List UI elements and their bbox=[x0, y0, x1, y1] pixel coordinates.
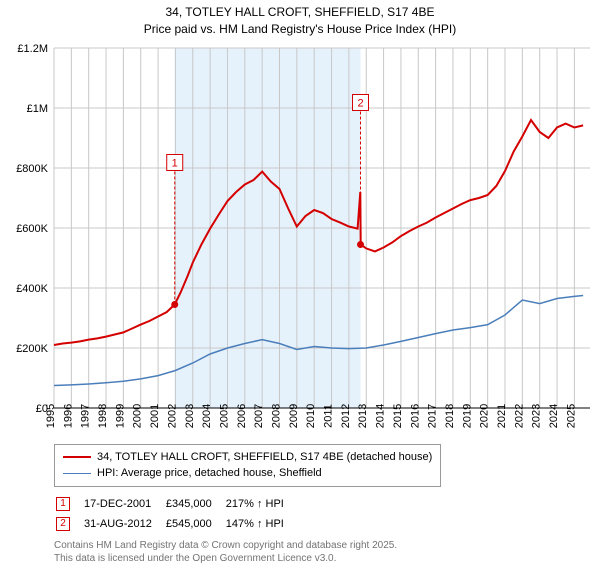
x-tick-label: 2001 bbox=[149, 403, 161, 427]
y-tick-label: £400K bbox=[16, 283, 48, 295]
footer-line2: This data is licensed under the Open Gov… bbox=[54, 552, 600, 565]
sale-marker-number: 2 bbox=[357, 97, 363, 109]
y-tick-label: £1.2M bbox=[17, 43, 48, 55]
x-tick-label: 2014 bbox=[375, 403, 387, 427]
x-tick-label: 1997 bbox=[80, 403, 92, 427]
legend: 34, TOTLEY HALL CROFT, SHEFFIELD, S17 4B… bbox=[54, 444, 441, 487]
marker-price: £345,000 bbox=[166, 495, 224, 513]
marker-price: £545,000 bbox=[166, 515, 224, 533]
y-tick-label: £600K bbox=[16, 223, 48, 235]
x-tick-label: 2002 bbox=[166, 403, 178, 427]
legend-swatch bbox=[63, 473, 91, 474]
x-tick-label: 2017 bbox=[427, 403, 439, 427]
marker-date: 17-DEC-2001 bbox=[84, 495, 164, 513]
x-tick-label: 2021 bbox=[496, 403, 508, 427]
x-tick-label: 2025 bbox=[565, 403, 577, 427]
x-tick-label: 2016 bbox=[409, 403, 421, 427]
chart-title-block: 34, TOTLEY HALL CROFT, SHEFFIELD, S17 4B… bbox=[0, 0, 600, 38]
x-tick-label: 2000 bbox=[132, 403, 144, 427]
legend-label: 34, TOTLEY HALL CROFT, SHEFFIELD, S17 4B… bbox=[97, 449, 432, 466]
x-tick-label: 2020 bbox=[479, 403, 491, 427]
x-tick-label: 2010 bbox=[305, 403, 317, 427]
x-tick-label: 1996 bbox=[62, 403, 74, 427]
chart-svg: £0£200K£400K£600K£800K£1M£1.2M1995199619… bbox=[0, 38, 600, 438]
x-tick-label: 2006 bbox=[236, 403, 248, 427]
footer-line1: Contains HM Land Registry data © Crown c… bbox=[54, 539, 600, 552]
x-tick-label: 2023 bbox=[531, 403, 543, 427]
x-tick-label: 1995 bbox=[45, 403, 57, 427]
marker-ref-box: 1 bbox=[56, 497, 70, 511]
marker-ref-box: 2 bbox=[56, 517, 70, 531]
sale-marker-number: 1 bbox=[172, 157, 178, 169]
x-tick-label: 2018 bbox=[444, 403, 456, 427]
marker-pct: 217% ↑ HPI bbox=[226, 495, 296, 513]
chart-title-line2: Price paid vs. HM Land Registry's House … bbox=[0, 21, 600, 38]
legend-swatch bbox=[63, 456, 91, 458]
y-tick-label: £800K bbox=[16, 163, 48, 175]
legend-label: HPI: Average price, detached house, Shef… bbox=[97, 465, 322, 482]
x-tick-label: 2007 bbox=[253, 403, 265, 427]
x-tick-label: 2004 bbox=[201, 403, 213, 427]
footer: Contains HM Land Registry data © Crown c… bbox=[54, 539, 600, 565]
x-tick-label: 2022 bbox=[513, 403, 525, 427]
x-tick-label: 2015 bbox=[392, 403, 404, 427]
x-tick-label: 2012 bbox=[340, 403, 352, 427]
marker-pct: 147% ↑ HPI bbox=[226, 515, 296, 533]
y-tick-label: £200K bbox=[16, 343, 48, 355]
x-tick-label: 2013 bbox=[357, 403, 369, 427]
marker-table: 1 17-DEC-2001£345,000217% ↑ HPI 2 31-AUG-20… bbox=[54, 493, 298, 535]
marker-table-row: 1 17-DEC-2001£345,000217% ↑ HPI bbox=[56, 495, 296, 513]
marker-date: 31-AUG-2012 bbox=[84, 515, 164, 533]
legend-item: HPI: Average price, detached house, Shef… bbox=[63, 465, 432, 482]
chart-title-line1: 34, TOTLEY HALL CROFT, SHEFFIELD, S17 4B… bbox=[0, 4, 600, 21]
x-tick-label: 2009 bbox=[288, 403, 300, 427]
x-tick-label: 2024 bbox=[548, 403, 560, 427]
marker-table-row: 2 31-AUG-2012£545,000147% ↑ HPI bbox=[56, 515, 296, 533]
x-tick-label: 2019 bbox=[461, 403, 473, 427]
x-tick-label: 1999 bbox=[114, 403, 126, 427]
x-tick-label: 2005 bbox=[218, 403, 230, 427]
x-tick-label: 2008 bbox=[271, 403, 283, 427]
chart-area: £0£200K£400K£600K£800K£1M£1.2M1995199619… bbox=[0, 38, 600, 438]
y-tick-label: £1M bbox=[27, 103, 48, 115]
legend-item: 34, TOTLEY HALL CROFT, SHEFFIELD, S17 4B… bbox=[63, 449, 432, 466]
x-tick-label: 2003 bbox=[184, 403, 196, 427]
x-tick-label: 1998 bbox=[97, 403, 109, 427]
